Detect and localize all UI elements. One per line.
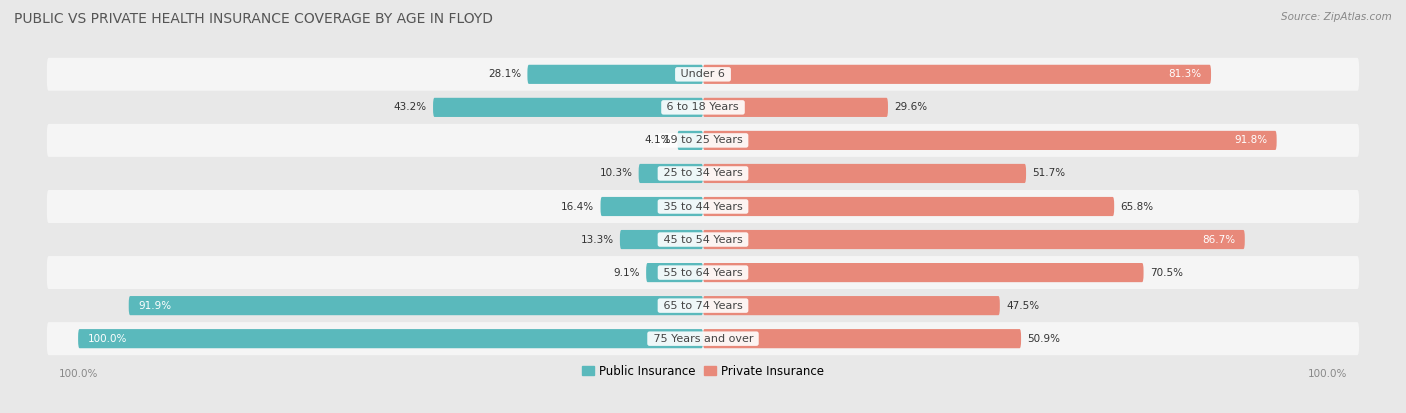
FancyBboxPatch shape: [703, 65, 1211, 84]
FancyBboxPatch shape: [46, 256, 1360, 289]
Text: 13.3%: 13.3%: [581, 235, 613, 244]
FancyBboxPatch shape: [129, 296, 703, 315]
Text: 19 to 25 Years: 19 to 25 Years: [659, 135, 747, 145]
FancyBboxPatch shape: [46, 190, 1360, 223]
Text: 35 to 44 Years: 35 to 44 Years: [659, 202, 747, 211]
FancyBboxPatch shape: [46, 289, 1360, 322]
Text: 16.4%: 16.4%: [561, 202, 595, 211]
Text: 6 to 18 Years: 6 to 18 Years: [664, 102, 742, 112]
FancyBboxPatch shape: [638, 164, 703, 183]
Text: 28.1%: 28.1%: [488, 69, 522, 79]
Text: 9.1%: 9.1%: [613, 268, 640, 278]
FancyBboxPatch shape: [46, 91, 1360, 124]
Text: 25 to 34 Years: 25 to 34 Years: [659, 169, 747, 178]
FancyBboxPatch shape: [703, 197, 1114, 216]
FancyBboxPatch shape: [703, 131, 1277, 150]
Text: 70.5%: 70.5%: [1150, 268, 1182, 278]
Text: 29.6%: 29.6%: [894, 102, 928, 112]
Text: 81.3%: 81.3%: [1168, 69, 1202, 79]
FancyBboxPatch shape: [46, 223, 1360, 256]
FancyBboxPatch shape: [46, 157, 1360, 190]
Text: 65.8%: 65.8%: [1121, 202, 1153, 211]
Text: 43.2%: 43.2%: [394, 102, 427, 112]
FancyBboxPatch shape: [703, 98, 889, 117]
FancyBboxPatch shape: [703, 164, 1026, 183]
Text: 75 Years and over: 75 Years and over: [650, 334, 756, 344]
Text: 100.0%: 100.0%: [87, 334, 127, 344]
FancyBboxPatch shape: [46, 124, 1360, 157]
Text: Under 6: Under 6: [678, 69, 728, 79]
Legend: Public Insurance, Private Insurance: Public Insurance, Private Insurance: [578, 360, 828, 383]
Text: 10.3%: 10.3%: [599, 169, 633, 178]
FancyBboxPatch shape: [703, 263, 1143, 282]
Text: 91.8%: 91.8%: [1234, 135, 1267, 145]
Text: 65 to 74 Years: 65 to 74 Years: [659, 301, 747, 311]
FancyBboxPatch shape: [703, 230, 1244, 249]
FancyBboxPatch shape: [703, 329, 1021, 348]
FancyBboxPatch shape: [79, 329, 703, 348]
FancyBboxPatch shape: [620, 230, 703, 249]
FancyBboxPatch shape: [433, 98, 703, 117]
Text: 45 to 54 Years: 45 to 54 Years: [659, 235, 747, 244]
FancyBboxPatch shape: [647, 263, 703, 282]
Text: 50.9%: 50.9%: [1028, 334, 1060, 344]
FancyBboxPatch shape: [46, 322, 1360, 355]
Text: 55 to 64 Years: 55 to 64 Years: [659, 268, 747, 278]
Text: 91.9%: 91.9%: [138, 301, 172, 311]
Text: 51.7%: 51.7%: [1032, 169, 1066, 178]
FancyBboxPatch shape: [678, 131, 703, 150]
Text: PUBLIC VS PRIVATE HEALTH INSURANCE COVERAGE BY AGE IN FLOYD: PUBLIC VS PRIVATE HEALTH INSURANCE COVER…: [14, 12, 494, 26]
FancyBboxPatch shape: [527, 65, 703, 84]
Text: Source: ZipAtlas.com: Source: ZipAtlas.com: [1281, 12, 1392, 22]
Text: 47.5%: 47.5%: [1007, 301, 1039, 311]
FancyBboxPatch shape: [46, 58, 1360, 91]
FancyBboxPatch shape: [703, 296, 1000, 315]
Text: 4.1%: 4.1%: [644, 135, 671, 145]
FancyBboxPatch shape: [600, 197, 703, 216]
Text: 86.7%: 86.7%: [1202, 235, 1236, 244]
